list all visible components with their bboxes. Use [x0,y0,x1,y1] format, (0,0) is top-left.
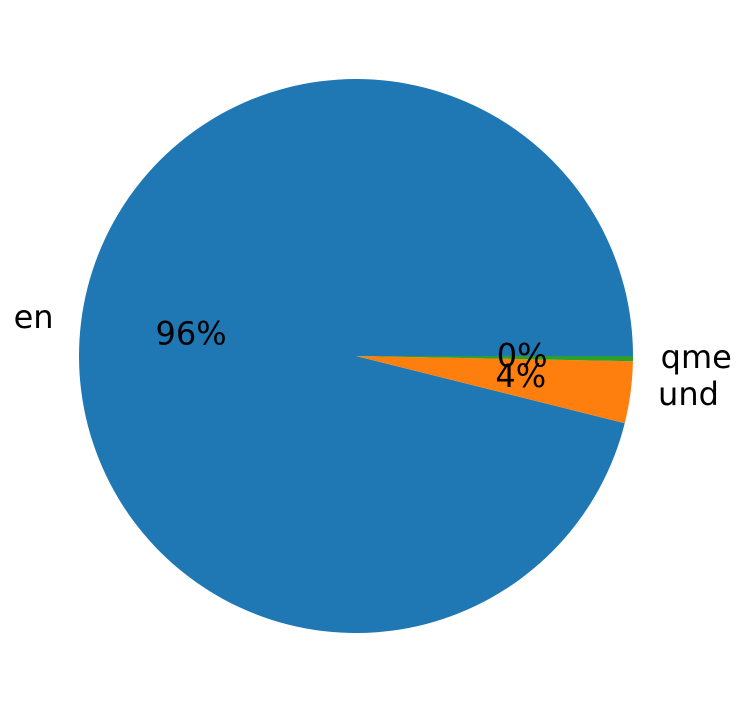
slice-label: qme [661,338,732,376]
pie-slice [356,356,633,362]
pie-slice [356,356,633,424]
value-label: 96% [155,315,226,353]
pie-slice [78,79,633,634]
value-label: 0% [497,337,548,375]
slice-label: und [658,375,719,413]
value-label: 4% [495,357,546,395]
slice-label: en [14,298,54,336]
